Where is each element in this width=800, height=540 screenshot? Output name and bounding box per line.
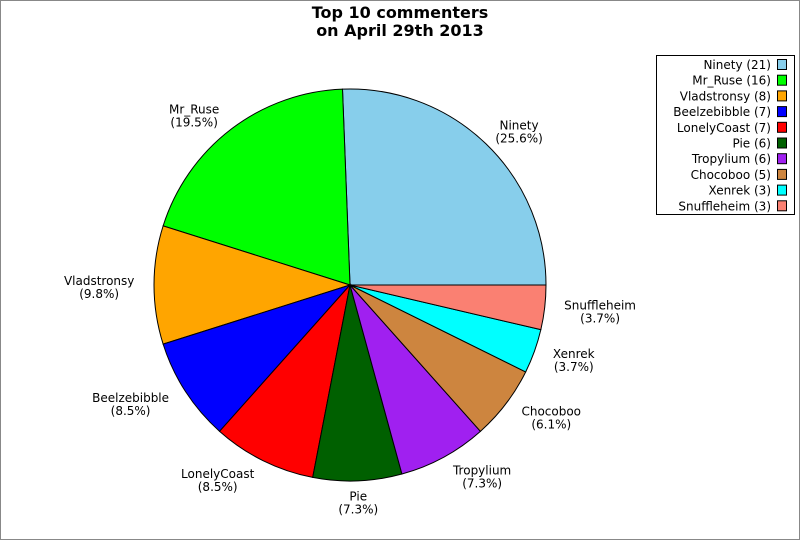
slice-percent: (8.5%) bbox=[111, 404, 151, 418]
pie-slice bbox=[218, 283, 351, 479]
legend-label: Chocoboo (5) bbox=[691, 168, 771, 182]
slice-percent: (8.5%) bbox=[198, 480, 238, 494]
pie-slice bbox=[162, 88, 351, 286]
legend-swatch bbox=[777, 153, 787, 165]
legend-label: Snuffleheim (3) bbox=[678, 199, 771, 213]
slice-label: Mr_Ruse bbox=[169, 103, 219, 117]
chart-title: Top 10 commenters bbox=[312, 3, 489, 22]
legend-label: LonelyCoast (7) bbox=[677, 121, 771, 135]
slice-label: Vladstronsy bbox=[64, 274, 134, 288]
legend-swatch bbox=[777, 121, 787, 133]
pie-slice bbox=[341, 88, 547, 286]
slice-label: Pie bbox=[349, 489, 367, 503]
slice-label: Snuffleheim bbox=[564, 299, 636, 313]
slice-percent: (6.1%) bbox=[531, 418, 571, 432]
slice-label: Beelzebibble bbox=[92, 391, 169, 405]
legend-label: Xenrek (3) bbox=[709, 184, 771, 198]
slice-percent: (9.8%) bbox=[79, 287, 119, 301]
slice-label: Tropylium bbox=[452, 463, 511, 477]
slice-label: LonelyCoast bbox=[181, 467, 255, 481]
legend-swatch bbox=[777, 168, 787, 180]
legend-box bbox=[656, 55, 795, 215]
legend-swatch bbox=[777, 90, 787, 102]
legend-label: Mr_Ruse (16) bbox=[692, 74, 771, 88]
slice-percent: (3.7%) bbox=[580, 312, 620, 326]
pie-slice bbox=[349, 284, 547, 331]
legend-swatch bbox=[777, 137, 787, 149]
legend-label: Vladstronsy (8) bbox=[680, 89, 771, 103]
slice-percent: (3.7%) bbox=[554, 360, 594, 374]
slice-label: Ninety bbox=[500, 119, 539, 133]
pie-slice bbox=[153, 225, 352, 345]
chart-title: on April 29th 2013 bbox=[316, 21, 484, 40]
legend-label: Pie (6) bbox=[732, 137, 771, 151]
legend-label: Beelzebibble (7) bbox=[673, 105, 771, 119]
pie-slice bbox=[162, 283, 352, 433]
legend-swatch bbox=[777, 59, 787, 70]
legend-swatch bbox=[777, 74, 787, 86]
slice-percent: (25.6%) bbox=[495, 132, 542, 146]
legend-swatch bbox=[777, 106, 787, 118]
slice-percent: (7.3%) bbox=[338, 502, 378, 516]
slice-percent: (7.3%) bbox=[462, 476, 502, 490]
legend-swatch bbox=[777, 184, 787, 196]
legend-label: Ninety (21) bbox=[703, 58, 771, 72]
slice-label: Chocoboo bbox=[521, 405, 581, 419]
slice-label: Xenrek bbox=[553, 347, 595, 361]
legend-label: Tropylium (6) bbox=[691, 152, 771, 166]
legend-swatch bbox=[777, 200, 787, 212]
slice-percent: (19.5%) bbox=[170, 116, 217, 130]
